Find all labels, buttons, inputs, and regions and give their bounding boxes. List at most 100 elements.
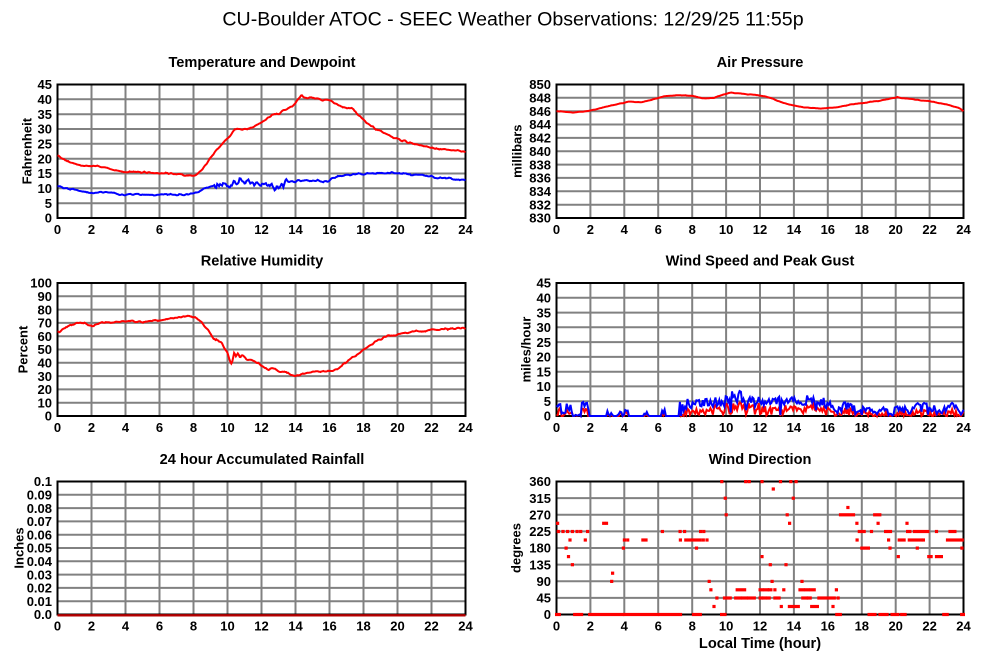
svg-text:848: 848 (529, 91, 551, 106)
svg-text:20: 20 (888, 222, 902, 237)
svg-text:25: 25 (537, 335, 551, 350)
svg-text:8: 8 (190, 420, 197, 435)
svg-text:0: 0 (544, 607, 551, 622)
svg-text:315: 315 (529, 491, 551, 506)
svg-text:35: 35 (537, 305, 551, 320)
svg-text:22: 22 (922, 619, 936, 634)
svg-text:0.09: 0.09 (27, 488, 52, 503)
svg-text:18: 18 (356, 222, 370, 237)
svg-text:14: 14 (288, 222, 303, 237)
svg-text:12: 12 (254, 619, 268, 634)
svg-text:270: 270 (529, 508, 551, 523)
svg-text:Temperature and Dewpoint: Temperature and Dewpoint (168, 55, 355, 71)
svg-text:24: 24 (458, 420, 473, 435)
svg-text:0: 0 (45, 211, 52, 226)
svg-text:12: 12 (254, 420, 268, 435)
svg-text:135: 135 (529, 557, 551, 572)
svg-text:8: 8 (190, 222, 197, 237)
svg-text:10: 10 (38, 181, 52, 196)
svg-text:850: 850 (529, 77, 551, 92)
svg-text:832: 832 (529, 197, 551, 212)
svg-text:10: 10 (220, 420, 234, 435)
svg-text:24: 24 (956, 619, 971, 634)
svg-text:22: 22 (424, 420, 438, 435)
svg-text:30: 30 (537, 320, 551, 335)
svg-text:100: 100 (30, 276, 52, 291)
svg-text:4: 4 (621, 420, 629, 435)
svg-text:18: 18 (855, 420, 869, 435)
svg-text:14: 14 (288, 420, 303, 435)
svg-text:0: 0 (54, 420, 61, 435)
svg-text:0.06: 0.06 (27, 527, 52, 542)
svg-text:0: 0 (544, 409, 551, 424)
svg-text:45: 45 (537, 591, 551, 606)
svg-text:6: 6 (156, 619, 163, 634)
svg-text:15: 15 (38, 166, 52, 181)
svg-text:20: 20 (537, 350, 551, 365)
svg-text:0: 0 (54, 222, 61, 237)
svg-text:Local Time (hour): Local Time (hour) (699, 636, 821, 652)
svg-text:846: 846 (529, 104, 551, 119)
svg-text:24 hour Accumulated Rainfall: 24 hour Accumulated Rainfall (160, 452, 365, 468)
svg-text:Fahrenheit: Fahrenheit (20, 117, 35, 184)
svg-text:4: 4 (621, 619, 629, 634)
svg-text:0.07: 0.07 (27, 514, 52, 529)
svg-text:0.01: 0.01 (27, 594, 52, 609)
svg-text:16: 16 (322, 619, 336, 634)
svg-text:6: 6 (156, 222, 163, 237)
svg-text:22: 22 (922, 222, 936, 237)
svg-text:5: 5 (45, 196, 52, 211)
svg-text:CU-Boulder ATOC - SEEC Weather: CU-Boulder ATOC - SEEC Weather Observati… (222, 9, 803, 31)
svg-text:2: 2 (88, 222, 95, 237)
svg-text:0.1: 0.1 (34, 474, 52, 489)
svg-text:15: 15 (537, 364, 551, 379)
svg-text:0.03: 0.03 (27, 567, 52, 582)
svg-text:18: 18 (855, 222, 869, 237)
svg-text:4: 4 (122, 222, 130, 237)
svg-text:16: 16 (322, 222, 336, 237)
svg-text:20: 20 (390, 222, 404, 237)
svg-text:0.04: 0.04 (27, 554, 53, 569)
svg-text:40: 40 (537, 291, 551, 306)
svg-text:6: 6 (655, 420, 662, 435)
svg-text:0: 0 (54, 619, 61, 634)
svg-text:14: 14 (288, 619, 303, 634)
svg-text:24: 24 (458, 222, 473, 237)
svg-text:225: 225 (529, 524, 551, 539)
svg-text:2: 2 (587, 222, 594, 237)
svg-text:Relative Humidity: Relative Humidity (201, 254, 324, 270)
svg-text:12: 12 (254, 222, 268, 237)
svg-text:12: 12 (753, 420, 767, 435)
svg-text:2: 2 (587, 420, 594, 435)
svg-text:45: 45 (537, 276, 551, 291)
svg-text:4: 4 (122, 420, 130, 435)
svg-text:10: 10 (220, 222, 234, 237)
svg-text:838: 838 (529, 157, 551, 172)
svg-text:20: 20 (38, 382, 52, 397)
svg-text:Air Pressure: Air Pressure (717, 55, 804, 71)
svg-text:0.02: 0.02 (27, 581, 52, 596)
svg-text:Wind Direction: Wind Direction (709, 452, 812, 468)
svg-text:12: 12 (753, 222, 767, 237)
svg-text:70: 70 (38, 316, 52, 331)
svg-text:20: 20 (390, 420, 404, 435)
svg-text:35: 35 (38, 107, 52, 122)
svg-text:8: 8 (689, 420, 696, 435)
svg-text:830: 830 (529, 211, 551, 226)
svg-text:6: 6 (156, 420, 163, 435)
svg-text:22: 22 (922, 420, 936, 435)
svg-text:6: 6 (655, 619, 662, 634)
svg-text:842: 842 (529, 131, 551, 146)
svg-text:20: 20 (888, 420, 902, 435)
svg-text:834: 834 (529, 184, 551, 199)
svg-text:10: 10 (719, 222, 733, 237)
svg-text:80: 80 (38, 302, 52, 317)
svg-text:50: 50 (38, 342, 52, 357)
svg-text:Wind Speed and Peak Gust: Wind Speed and Peak Gust (666, 254, 855, 270)
svg-text:14: 14 (787, 420, 802, 435)
svg-text:10: 10 (719, 619, 733, 634)
svg-text:20: 20 (38, 151, 52, 166)
svg-text:14: 14 (787, 619, 802, 634)
svg-text:0: 0 (553, 619, 560, 634)
svg-text:5: 5 (544, 394, 551, 409)
